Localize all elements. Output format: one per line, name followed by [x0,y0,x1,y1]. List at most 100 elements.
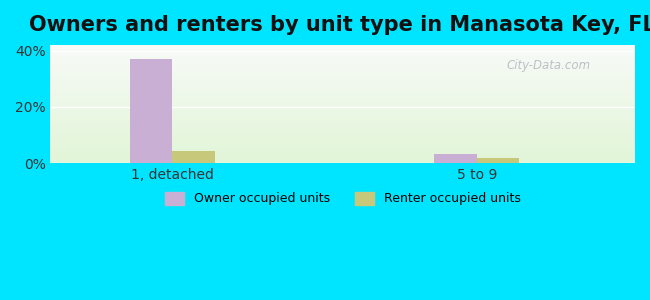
Legend: Owner occupied units, Renter occupied units: Owner occupied units, Renter occupied un… [160,187,525,210]
Bar [51,80,635,82]
Bar [172,151,215,163]
Bar [51,148,635,149]
Bar [51,78,635,79]
Bar [51,73,635,74]
Bar [51,131,635,133]
Bar [51,162,635,163]
Bar [51,121,635,122]
Bar [51,45,635,46]
Bar [51,70,635,71]
Bar [51,128,635,129]
Bar [51,127,635,128]
Bar [51,91,635,92]
Bar [51,161,635,162]
Bar [51,154,635,155]
Bar [51,103,635,104]
Bar [51,122,635,123]
Bar [51,144,635,145]
Bar [51,124,635,125]
Bar [51,72,635,73]
Bar [51,58,635,59]
Bar [51,111,635,112]
Bar [51,71,635,72]
Bar [51,102,635,103]
Bar [51,69,635,70]
Bar [51,110,635,111]
Bar [51,158,635,159]
Bar [51,63,635,64]
Bar [51,123,635,124]
Bar [51,159,635,160]
Bar [51,150,635,152]
Bar [51,68,635,69]
Bar [51,88,635,89]
Bar [51,61,635,63]
Bar [51,118,635,119]
Bar [51,108,635,109]
Bar [51,46,635,47]
Bar [51,52,635,53]
Bar [51,152,635,153]
Bar [51,109,635,110]
Bar [51,160,635,161]
Bar [51,51,635,52]
Bar [51,48,635,50]
Bar [51,100,635,102]
Bar [51,64,635,65]
Bar [51,147,635,148]
Bar [51,125,635,127]
Bar [51,98,635,99]
Bar [51,90,635,91]
Bar [51,136,635,137]
Bar [51,82,635,83]
Bar [51,47,635,48]
Bar [51,97,635,98]
Bar [51,153,635,154]
Bar [51,54,635,56]
Bar [51,99,635,101]
Bar [51,83,635,84]
Bar [51,60,635,62]
Bar [51,130,635,131]
Bar [51,134,635,135]
Bar [51,84,635,85]
Bar [51,115,635,116]
Bar [51,56,635,57]
Bar [51,129,635,130]
Bar [51,50,635,51]
Bar [51,138,635,140]
Title: Owners and renters by unit type in Manasota Key, FL: Owners and renters by unit type in Manas… [29,15,650,35]
Bar [51,96,635,97]
Bar [51,74,635,76]
Bar [51,65,635,66]
Bar [51,119,635,121]
Bar [51,149,635,150]
Bar [51,117,635,118]
Bar [51,93,635,94]
Bar [51,66,635,68]
Bar [51,143,635,144]
Bar [51,116,635,117]
Bar [51,105,635,106]
Bar [434,154,476,163]
Bar [129,59,172,163]
Bar [51,106,635,108]
Bar [51,86,635,88]
Bar [51,114,635,115]
Bar [51,85,635,86]
Bar [51,156,635,158]
Text: City-Data.com: City-Data.com [506,59,591,72]
Bar [51,59,635,60]
Bar [51,92,635,93]
Bar [51,133,635,134]
Bar [51,137,635,138]
Bar [51,155,635,156]
Bar [51,104,635,105]
Bar [51,77,635,78]
Bar [51,89,635,90]
Bar [51,94,635,96]
Bar [51,146,635,147]
Bar [51,53,635,54]
Bar [51,140,635,141]
Bar [51,142,635,143]
